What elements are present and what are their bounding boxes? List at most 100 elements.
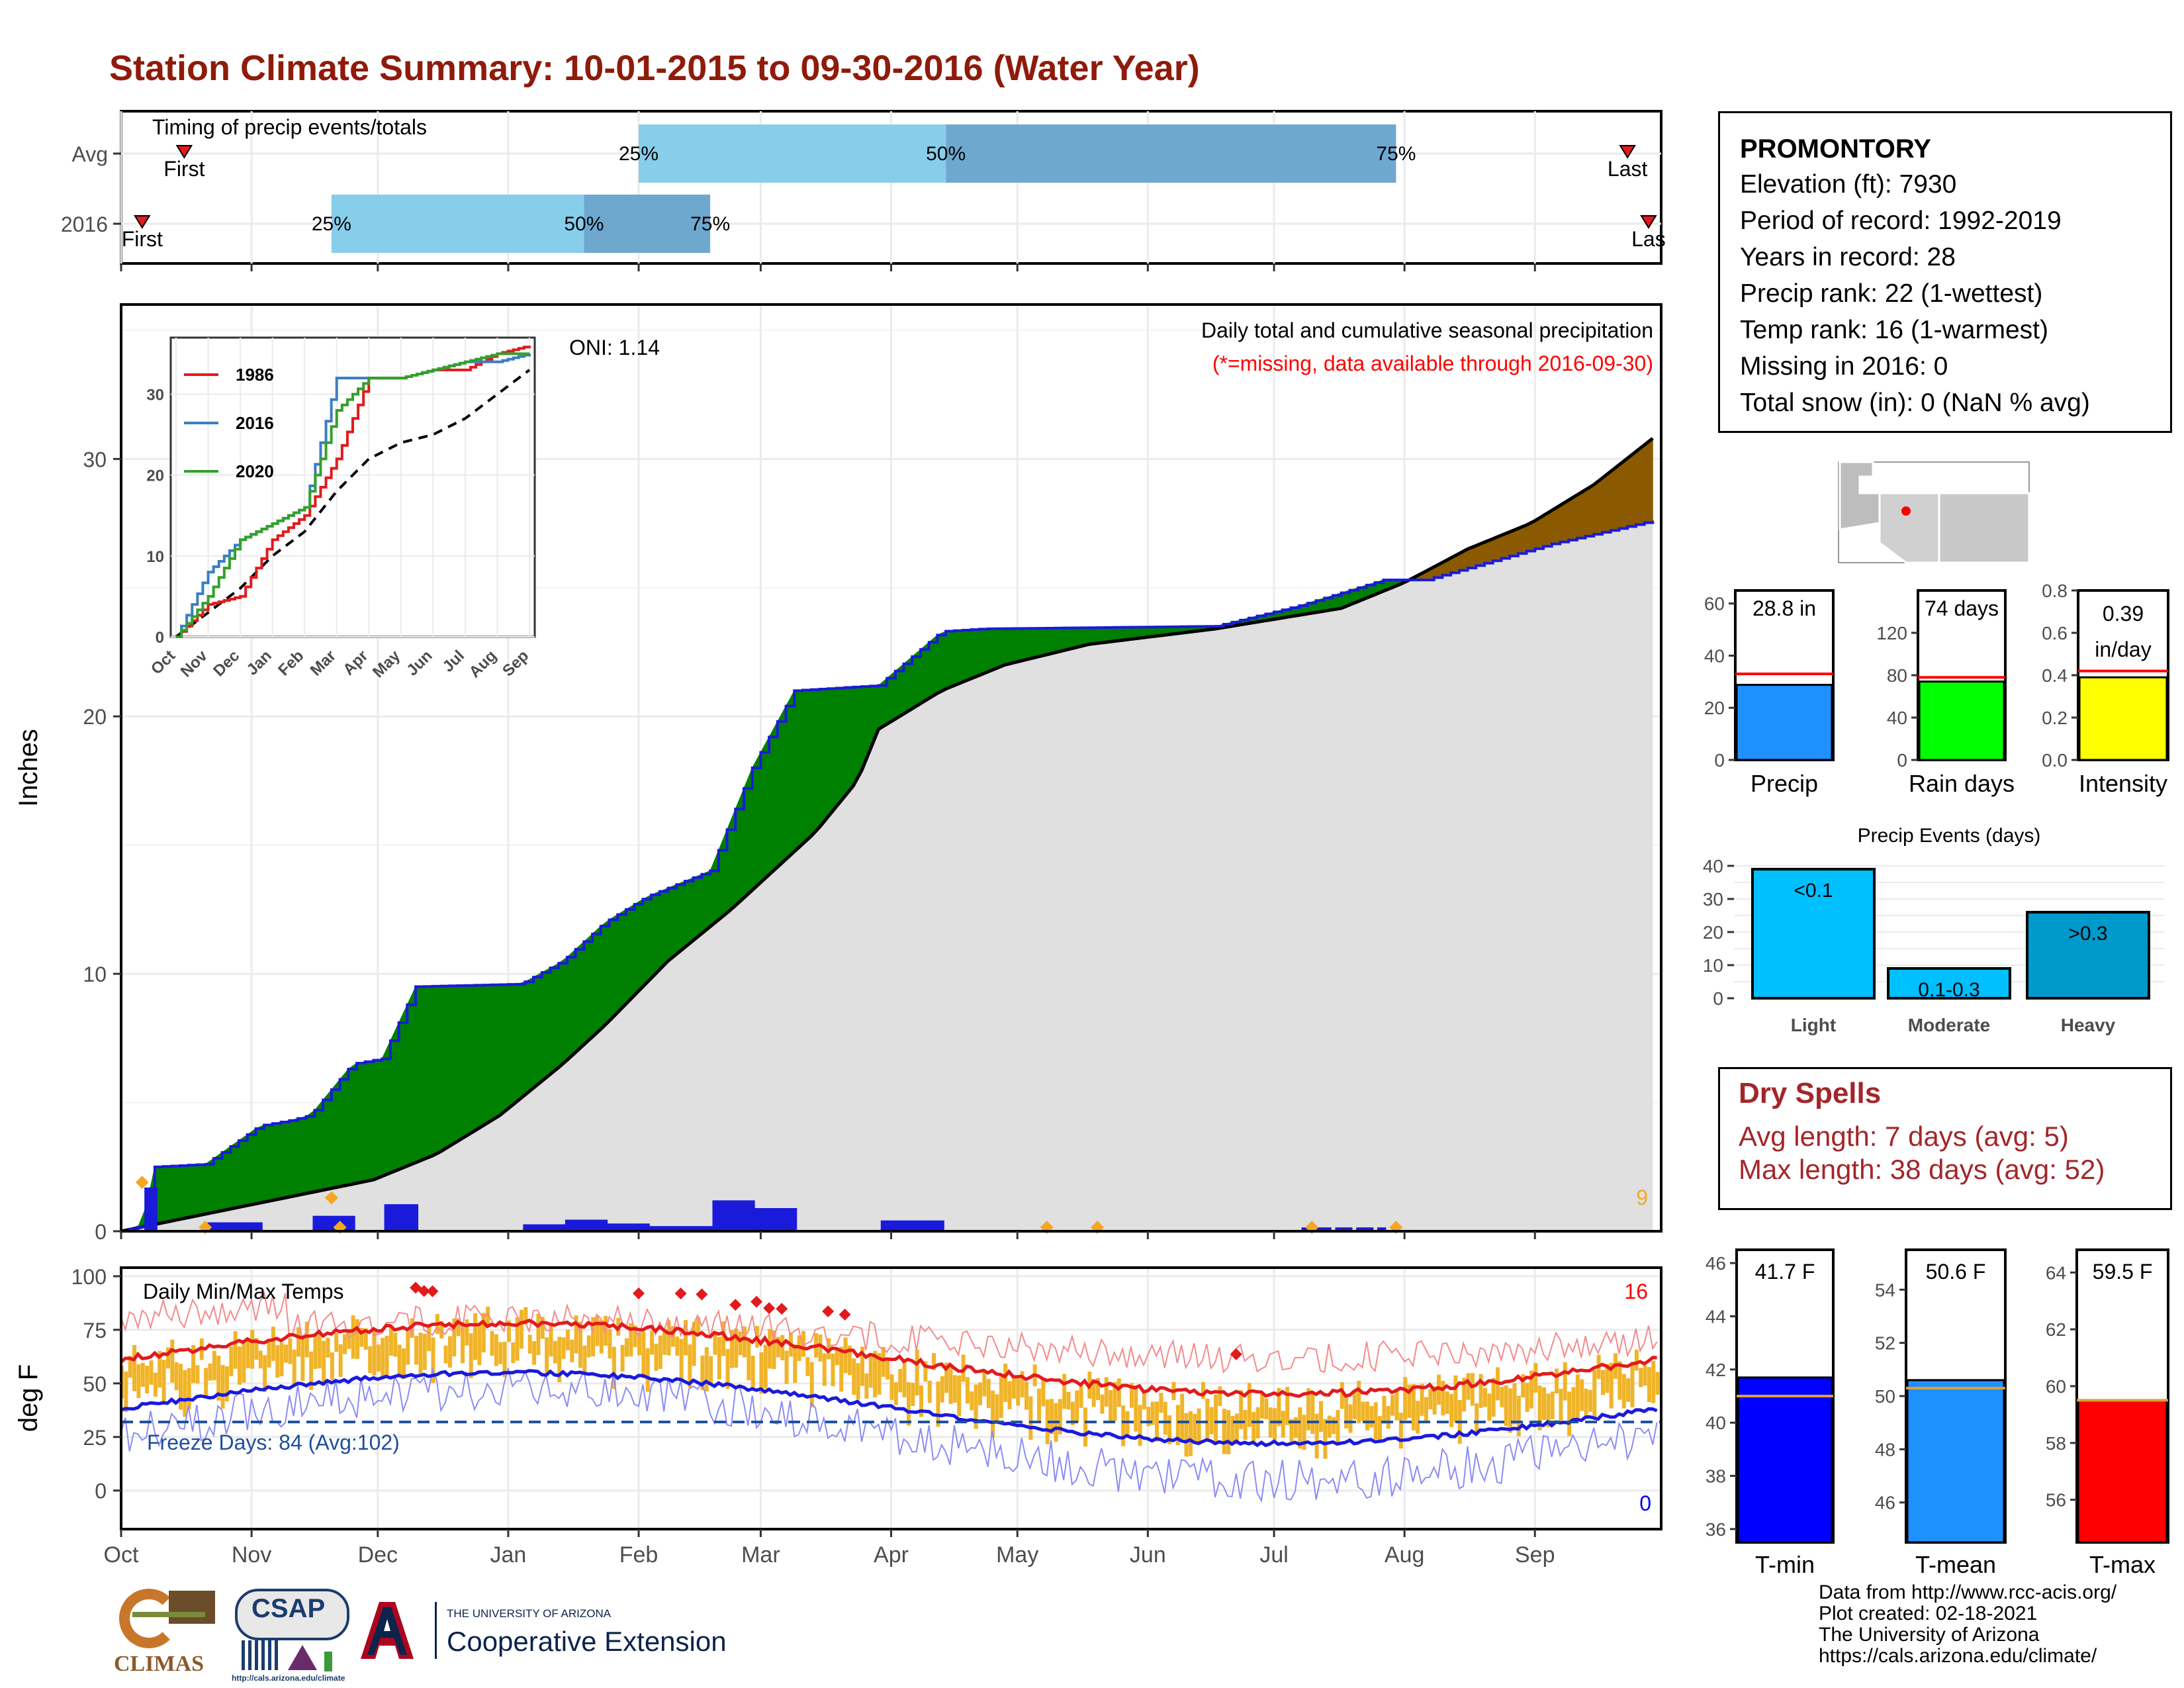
daily-temp-bar <box>1373 1402 1378 1440</box>
daily-temp-bar <box>1062 1374 1067 1409</box>
station-detail-line: Total snow (in): 0 (NaN % avg) <box>1740 389 2090 417</box>
daily-temp-bar <box>1230 1416 1235 1442</box>
daily-temp-bar <box>818 1334 823 1362</box>
timing-row-label: 2016 <box>61 212 108 236</box>
daily-precip-bar <box>1356 1227 1361 1231</box>
daily-temp-bar <box>1281 1411 1285 1438</box>
daily-temp-bar <box>170 1339 175 1383</box>
daily-temp-bar <box>654 1343 659 1371</box>
daily-temp-bar <box>208 1363 212 1381</box>
daily-precip-bar <box>741 1200 747 1231</box>
daily-temp-bar <box>1651 1360 1656 1403</box>
station-info-box: PROMONTORY Elevation (ft): 7930 Period of… <box>1718 111 2172 433</box>
region-map <box>1838 461 2030 564</box>
daily-temp-bar <box>267 1338 271 1368</box>
daily-temp-bar <box>1239 1390 1244 1429</box>
daily-temp-bar <box>709 1356 713 1384</box>
daily-temp-bar <box>1332 1417 1336 1434</box>
daily-temp-bar <box>1428 1389 1433 1409</box>
missing-data-marker <box>135 1176 149 1190</box>
daily-temp-bar <box>1580 1379 1584 1411</box>
daily-temp-bar <box>809 1362 814 1407</box>
credit-line: The University of Arizona <box>1819 1624 2040 1646</box>
daily-temp-bar <box>372 1330 377 1376</box>
daily-temp-bar <box>456 1318 461 1336</box>
daily-precip-bar <box>725 1200 730 1231</box>
ua-big-text: Cooperative Extension <box>447 1626 727 1657</box>
daily-precip-bar <box>569 1219 574 1231</box>
first-event-marker <box>175 145 193 159</box>
daily-precip-bar <box>220 1222 225 1231</box>
daily-precip-bar <box>784 1208 789 1231</box>
record-min-line <box>120 1367 1658 1503</box>
daily-temp-bar <box>1592 1370 1597 1417</box>
climas-logo-text: CLIMAS <box>114 1652 205 1676</box>
daily-temp-bar <box>1541 1387 1546 1420</box>
daily-precip-bar <box>1364 1227 1369 1231</box>
missing-count-label: 9 <box>1636 1186 1648 1209</box>
daily-precip-bar <box>152 1187 158 1231</box>
gauge-tick-label: 120 <box>1876 623 1907 643</box>
month-label: Mar <box>741 1542 780 1568</box>
daily-temp-bar <box>258 1350 263 1369</box>
daily-precip-bar <box>1322 1227 1328 1231</box>
timing-bar-25-50 <box>331 195 584 253</box>
daily-temp-bar <box>1045 1399 1050 1444</box>
daily-temp-bar <box>1563 1362 1567 1401</box>
gauge-tick-label: 40 <box>1706 1413 1726 1433</box>
daily-temp-bar <box>822 1353 827 1386</box>
dry-spells-title: Dry Spells <box>1739 1077 1882 1109</box>
credit-line: https://cals.arizona.edu/climate/ <box>1819 1645 2097 1667</box>
daily-temp-bar <box>856 1363 860 1399</box>
gauge-name-label: Intensity <box>2079 770 2167 797</box>
daily-precip-bar <box>409 1204 414 1231</box>
daily-precip-bar <box>346 1215 351 1231</box>
daily-temp-bar <box>1104 1377 1109 1407</box>
record-max-line <box>120 1290 1658 1374</box>
inset-legend-label: 2020 <box>236 461 274 481</box>
daily-temp-bar <box>540 1317 545 1339</box>
daily-temp-bar <box>877 1352 882 1395</box>
daily-precip-bar <box>1377 1227 1383 1231</box>
daily-temp-bar <box>1109 1389 1113 1423</box>
daily-temp-bar <box>1184 1413 1189 1457</box>
daily-temp-bar <box>1336 1410 1340 1446</box>
daily-temp-bar <box>304 1321 309 1358</box>
timing-bar-25-50 <box>639 124 946 183</box>
daily-temp-bar <box>688 1344 692 1388</box>
daily-temp-bar <box>578 1321 583 1368</box>
y-tick-label: 10 <box>83 962 107 986</box>
daily-precip-bar <box>552 1224 557 1231</box>
daily-precip-bar <box>662 1226 667 1231</box>
gauge-value-label: 0.39 <box>2103 602 2144 626</box>
gauge-tick-label: 62 <box>2046 1319 2066 1340</box>
inset-frame <box>169 336 536 638</box>
daily-temp-bar <box>1466 1373 1471 1400</box>
daily-temp-bar <box>852 1358 856 1395</box>
events-tick-label: 40 <box>1703 856 1723 876</box>
daily-temp-bar <box>902 1360 907 1397</box>
oni-label: ONI: 1.14 <box>569 336 660 359</box>
daily-temp-bar <box>275 1345 280 1378</box>
inset-series-line <box>176 346 531 638</box>
daily-temp-bar <box>713 1331 717 1355</box>
daily-temp-bar <box>309 1351 314 1390</box>
daily-temp-bar <box>1416 1401 1420 1434</box>
daily-precip-bar <box>1347 1227 1353 1231</box>
daily-temp-bar <box>843 1337 848 1374</box>
daily-temp-bar <box>1500 1387 1504 1407</box>
daily-temp-bar <box>801 1331 805 1357</box>
inset-legend-label: 1986 <box>236 365 274 385</box>
daily-precip-bar <box>245 1222 250 1231</box>
month-label: Aug <box>1385 1542 1425 1568</box>
daily-temp-bar <box>1340 1382 1344 1409</box>
daily-temp-bar <box>831 1353 835 1387</box>
daily-precip-bar <box>632 1223 637 1231</box>
station-name: PROMONTORY <box>1740 134 1931 164</box>
daily-temp-bar <box>650 1331 655 1355</box>
daily-temp-bar <box>212 1350 216 1381</box>
daily-precip-bar <box>758 1208 764 1231</box>
daily-precip-bar <box>523 1224 528 1231</box>
inset-y-tick: 10 <box>146 548 164 566</box>
daily-temp-bar <box>751 1356 755 1391</box>
